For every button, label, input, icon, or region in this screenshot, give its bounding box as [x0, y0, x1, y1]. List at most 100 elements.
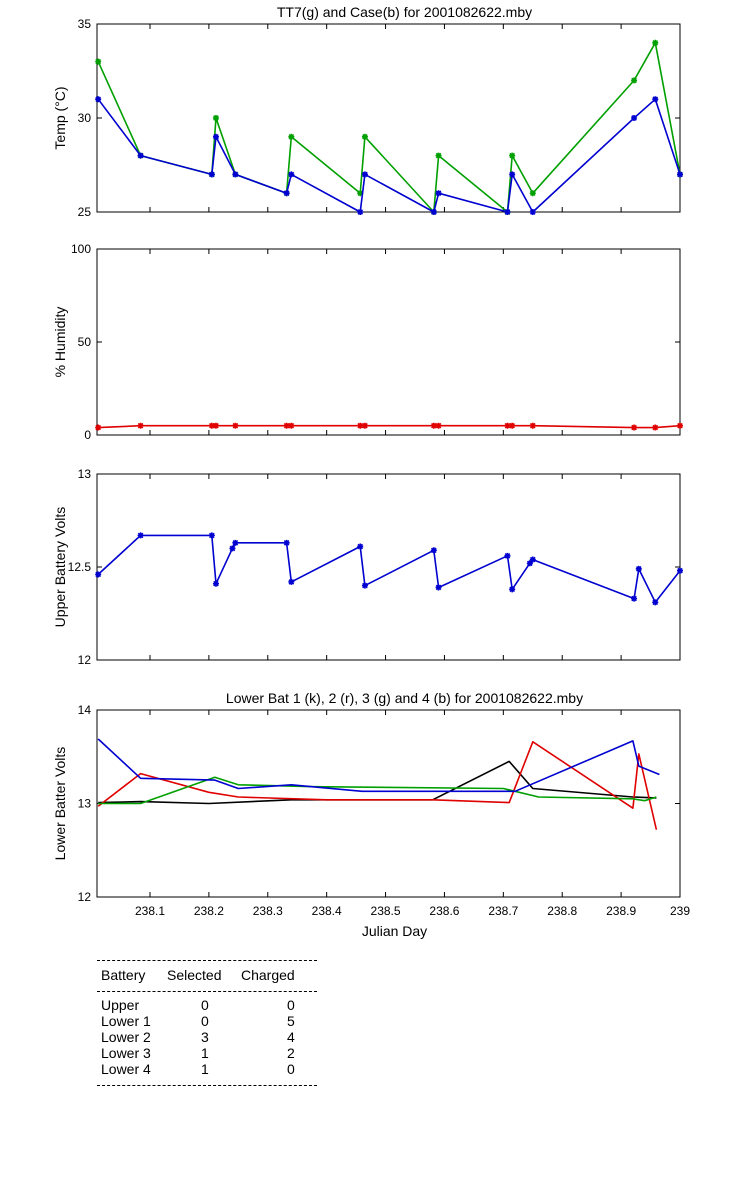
table-row: Lower 4 1 0 — [97, 1061, 317, 1077]
data-point-marker — [212, 422, 219, 429]
x-tick-label: 238.6 — [429, 904, 459, 918]
data-point-marker — [288, 171, 295, 178]
data-point-marker — [529, 422, 536, 429]
data-point-marker — [652, 424, 659, 431]
cell-battery: Lower 4 — [101, 1061, 151, 1077]
y-tick-label: 30 — [78, 111, 92, 125]
y-axis-label: Lower Batter Volts — [52, 747, 68, 861]
data-point-marker — [212, 133, 219, 140]
data-point-marker — [635, 565, 642, 572]
data-point-marker — [361, 582, 368, 589]
data-series — [95, 422, 683, 431]
data-point-marker — [361, 422, 368, 429]
data-point-marker — [652, 39, 659, 46]
table-row: Lower 2 3 4 — [97, 1029, 317, 1045]
table-bottom-divider — [97, 1085, 317, 1086]
data-point-marker — [529, 190, 536, 197]
table-body: Upper 0 0 Lower 1 0 5 Lower 2 3 4 Lower … — [97, 997, 317, 1077]
cell-battery: Upper — [101, 997, 140, 1013]
cell-battery: Lower 3 — [101, 1045, 151, 1061]
data-series — [95, 532, 683, 606]
plot-frame — [96, 23, 681, 213]
data-point-marker — [137, 152, 144, 159]
data-point-marker — [529, 556, 536, 563]
data-point-marker — [652, 599, 659, 606]
data-point-marker — [509, 152, 516, 159]
cell-battery: Lower 1 — [101, 1013, 151, 1029]
y-tick-label: 12 — [78, 653, 92, 667]
y-tick-label: 12.5 — [68, 560, 92, 574]
data-point-marker — [208, 532, 215, 539]
data-point-marker — [357, 209, 364, 215]
data-point-marker — [208, 422, 215, 429]
data-series — [95, 96, 683, 215]
x-tick-label: 238.8 — [547, 904, 577, 918]
data-point-marker — [361, 133, 368, 140]
data-point-marker — [631, 595, 638, 602]
data-point-marker — [430, 547, 437, 554]
data-point-marker — [288, 133, 295, 140]
data-point-marker — [677, 171, 683, 178]
series-line — [98, 424, 681, 429]
data-series — [97, 738, 660, 793]
data-point-marker — [283, 190, 290, 197]
series-line — [97, 98, 681, 213]
cell-selected: 0 — [201, 1013, 209, 1029]
cell-charged: 0 — [287, 997, 295, 1013]
data-point-marker — [526, 560, 533, 567]
table-row: Upper 0 0 — [97, 997, 317, 1013]
y-tick-label: 13 — [78, 467, 92, 481]
cell-charged: 0 — [287, 1061, 295, 1077]
data-point-marker — [677, 567, 683, 574]
data-point-marker — [232, 422, 239, 429]
data-point-marker — [509, 422, 516, 429]
series-line — [97, 534, 681, 604]
data-point-marker — [652, 96, 659, 103]
data-point-marker — [95, 96, 102, 103]
y-axis-label: Temp (°C) — [52, 86, 68, 149]
data-point-marker — [283, 422, 290, 429]
data-point-marker — [229, 545, 236, 552]
data-point-marker — [509, 586, 516, 593]
data-point-marker — [137, 532, 144, 539]
cell-selected: 3 — [201, 1029, 209, 1045]
cell-charged: 5 — [287, 1013, 295, 1029]
data-point-marker — [95, 571, 102, 578]
table-row: Lower 3 1 2 — [97, 1045, 317, 1061]
battery-status-table: Battery Selected Charged Upper 0 0 Lower… — [97, 960, 317, 1086]
y-axis-label: Upper Battery Volts — [52, 507, 68, 628]
series-line — [98, 776, 657, 805]
data-point-marker — [631, 77, 638, 84]
data-point-marker — [504, 422, 511, 429]
x-tick-label: 238.3 — [253, 904, 283, 918]
table-top-divider — [97, 960, 317, 961]
data-point-marker — [283, 539, 290, 546]
y-tick-label: 0 — [84, 428, 91, 442]
data-point-marker — [435, 584, 442, 591]
x-tick-label: 238.7 — [488, 904, 518, 918]
table-header-divider — [97, 991, 317, 992]
data-point-marker — [288, 422, 295, 429]
x-tick-label: 238.5 — [371, 904, 401, 918]
x-tick-label: 238.2 — [194, 904, 224, 918]
y-tick-label: 50 — [78, 335, 92, 349]
data-series — [98, 776, 657, 805]
y-tick-label: 13 — [78, 797, 92, 811]
y-tick-label: 12 — [78, 890, 92, 904]
cell-charged: 2 — [287, 1045, 295, 1061]
x-axis-label: Julian Day — [362, 923, 427, 939]
data-point-marker — [430, 209, 437, 215]
data-point-marker — [288, 578, 295, 585]
chart-title: TT7(g) and Case(b) for 2001082622.mby — [277, 4, 532, 20]
data-point-marker — [435, 152, 442, 159]
header-charged: Charged — [241, 967, 295, 983]
x-tick-label: 239 — [670, 904, 690, 918]
table-header-row: Battery Selected Charged — [97, 967, 317, 983]
plot-frame — [96, 248, 681, 436]
data-point-marker — [504, 552, 511, 559]
data-point-marker — [232, 539, 239, 546]
data-point-marker — [504, 209, 511, 215]
data-point-marker — [509, 171, 516, 178]
data-point-marker — [212, 580, 219, 587]
data-point-marker — [357, 190, 364, 197]
